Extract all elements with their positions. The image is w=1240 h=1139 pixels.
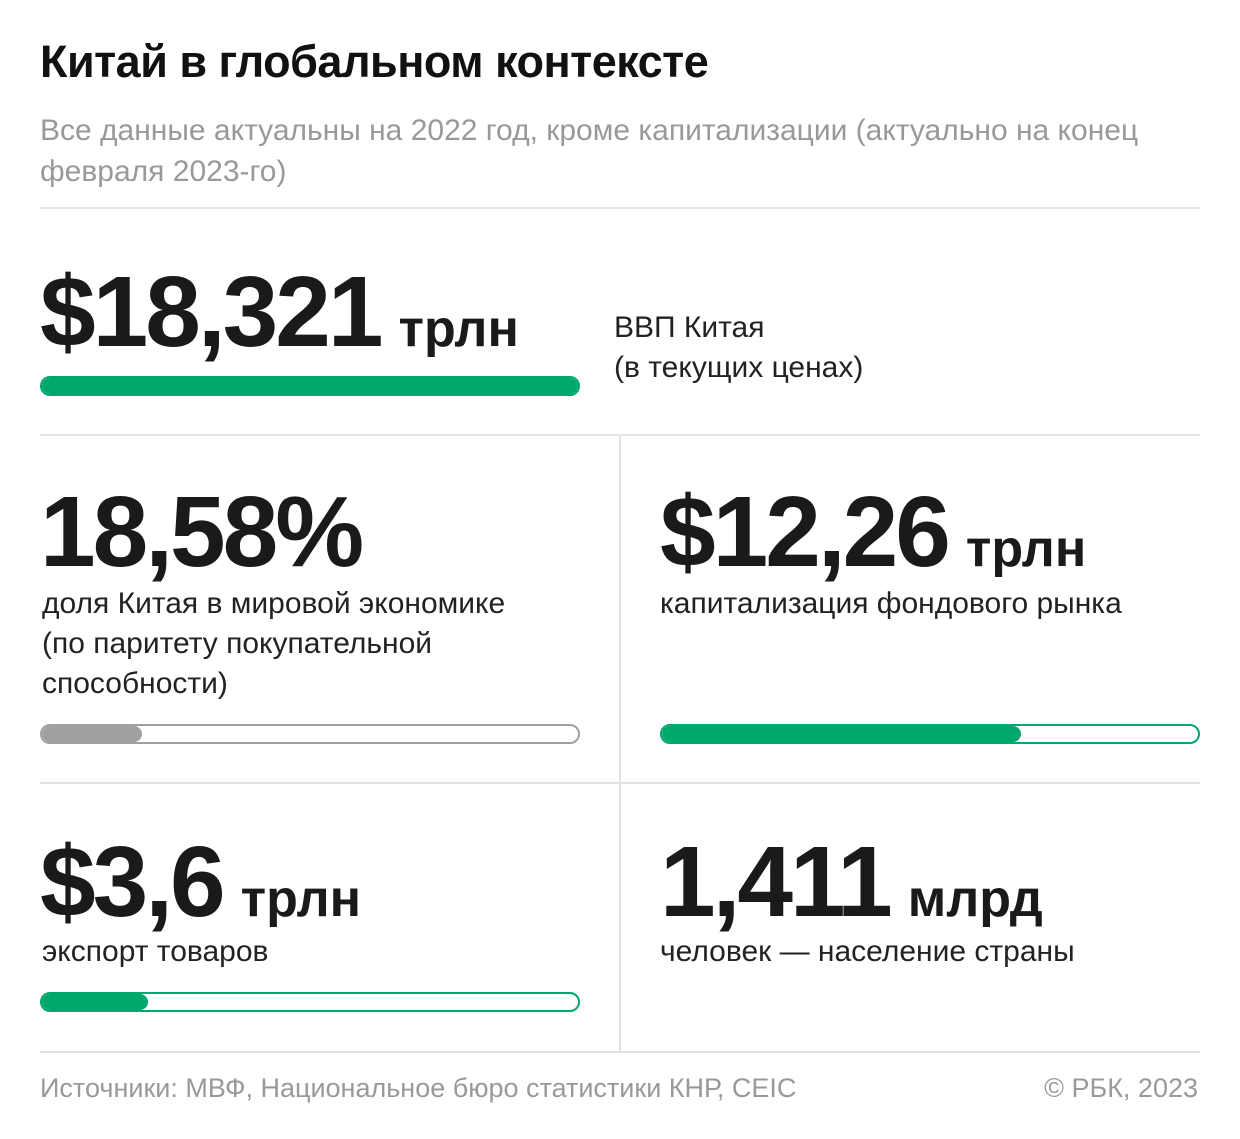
capitalization-label: капитализация фондового рынка [660, 587, 1122, 620]
divider-vertical [619, 436, 621, 1051]
gdp-value-block: $18,321 трлн [40, 262, 519, 362]
export-value: $3,6 [40, 826, 226, 938]
gdp-label: ВВП Китая (в текущих ценах) [614, 308, 863, 388]
population-label: человек — население страны [660, 935, 1075, 968]
share-label-line1: доля Китая в мировой экономике [42, 587, 506, 620]
divider-bottom [40, 1051, 1200, 1053]
share-label-line3: способности) [42, 667, 228, 700]
page-title: Китай в глобальном контексте [40, 36, 709, 87]
divider-middle-1 [40, 434, 1200, 436]
export-value-block: $3,6 трлн [40, 832, 361, 932]
export-progress-bar [40, 992, 580, 1012]
capitalization-value-block: $12,26 трлн [660, 482, 1086, 582]
divider-top [40, 207, 1200, 209]
gdp-unit: трлн [398, 300, 519, 358]
share-progress-bar [40, 724, 580, 744]
export-progress-fill [42, 994, 148, 1010]
gdp-progress-fill [42, 378, 578, 394]
footer-copyright: © РБК, 2023 [1044, 1073, 1198, 1103]
page-subtitle: Все данные актуальны на 2022 год, кроме … [40, 114, 1139, 188]
capitalization-unit: трлн [965, 520, 1087, 578]
share-value: 18,58% [40, 476, 364, 588]
share-value-block: 18,58% [40, 482, 364, 582]
gdp-value: $18,321 [40, 256, 383, 368]
population-unit: млрд [907, 870, 1043, 928]
share-label: доля Китая в мировой экономике (по парит… [42, 584, 602, 704]
capitalization-progress-fill [662, 726, 1022, 742]
capitalization-progress-bar [660, 724, 1200, 744]
share-progress-fill [42, 726, 142, 742]
population-value-block: 1,411 млрд [660, 832, 1043, 932]
export-label: экспорт товаров [42, 935, 269, 968]
population-value: 1,411 [660, 826, 893, 938]
capitalization-value: $12,26 [660, 476, 951, 588]
gdp-label-line1: ВВП Китая [614, 311, 765, 344]
export-unit: трлн [240, 870, 362, 928]
gdp-label-line2: (в текущих ценах) [614, 351, 864, 384]
share-label-line2: (по паритету покупательной [42, 627, 433, 660]
divider-middle-2 [40, 782, 1200, 784]
footer-sources: Источники: МВФ, Национальное бюро статис… [40, 1073, 797, 1103]
gdp-progress-bar [40, 376, 580, 396]
